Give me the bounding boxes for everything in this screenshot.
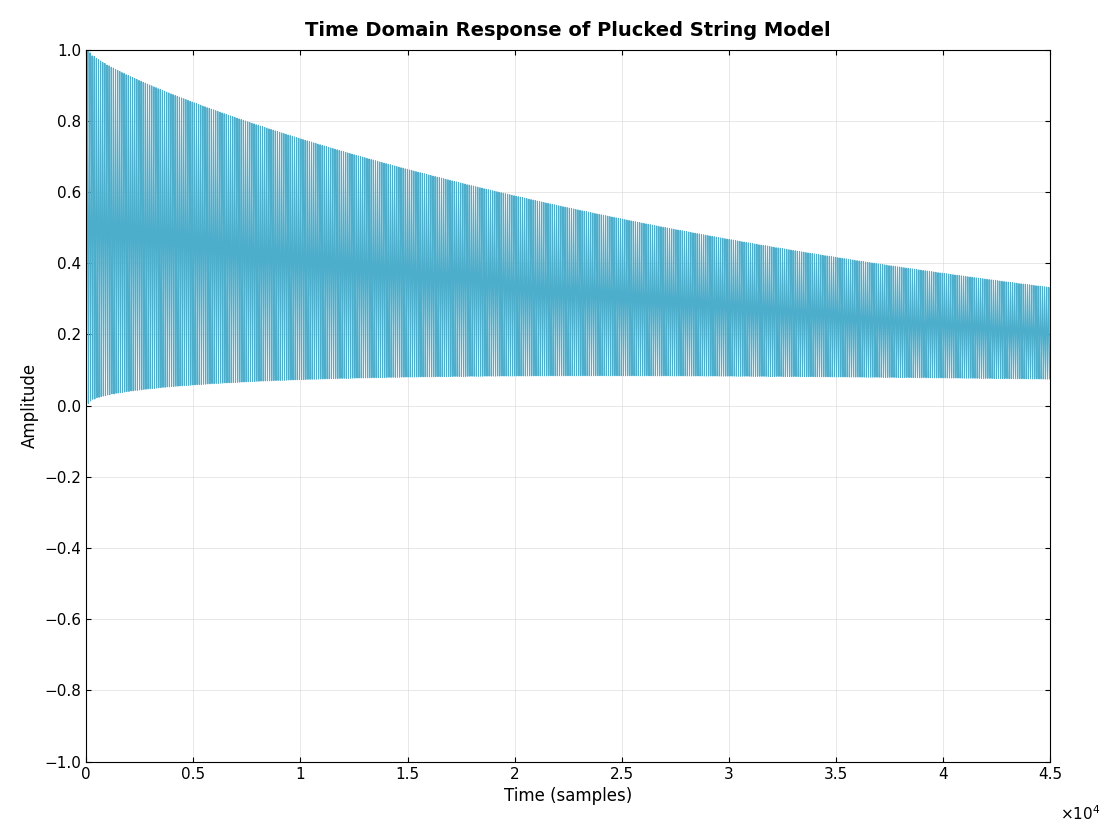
Y-axis label: Amplitude: Amplitude [21, 363, 39, 449]
Title: Time Domain Response of Plucked String Model: Time Domain Response of Plucked String M… [306, 21, 831, 39]
X-axis label: Time (samples): Time (samples) [504, 787, 633, 805]
Text: $\times10^4$: $\times10^4$ [1060, 805, 1100, 823]
